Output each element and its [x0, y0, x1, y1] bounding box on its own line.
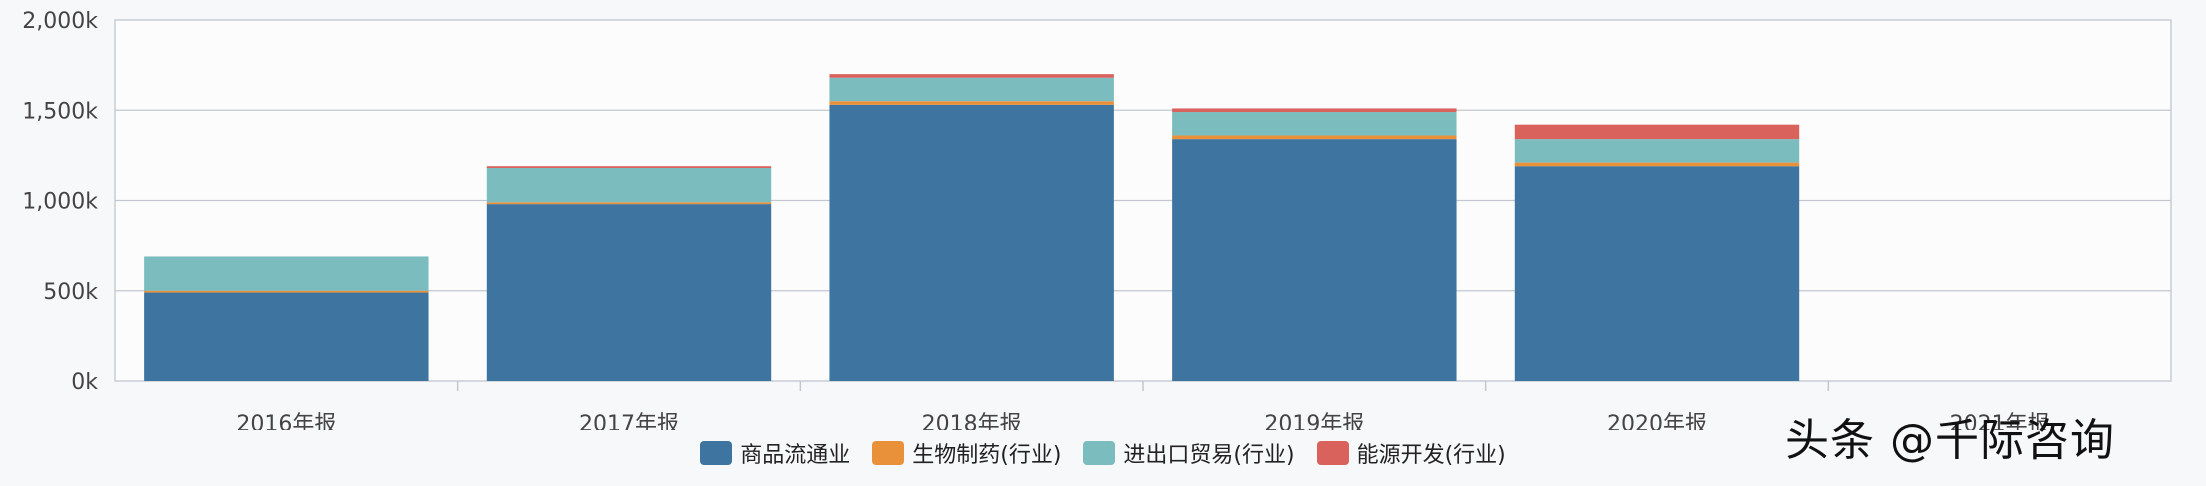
legend-item[interactable]: 生物制药(行业): [872, 437, 1061, 469]
bar-segment: [1514, 139, 1800, 163]
legend-label: 能源开发(行业): [1356, 443, 1506, 468]
legend: 商品流通业 生物制药(行业) 进出口贸易(行业) 能源开发(行业): [0, 437, 2206, 469]
legend-swatch: [700, 441, 733, 465]
bar-segment: [1172, 112, 1457, 136]
bar-segment: [829, 77, 1114, 102]
bar-segment: [486, 202, 772, 205]
bar-segment: [144, 290, 429, 293]
x-tick-label: 2020年报: [1607, 412, 1707, 430]
y-tick-label: 1,000k: [22, 190, 98, 215]
x-tick-label: 2021年报: [1950, 412, 2050, 430]
bar-segment: [1514, 166, 1800, 381]
x-tick-label: 2019年报: [1264, 412, 1364, 430]
bar-segment: [829, 101, 1114, 105]
bar-segment: [829, 104, 1114, 382]
bar-segment: [1514, 124, 1800, 140]
y-tick-label: 500k: [43, 280, 98, 305]
x-tick-label: 2017年报: [579, 412, 679, 430]
bar-segment: [144, 256, 429, 291]
bar-segment: [144, 292, 429, 381]
stacked-bar-chart: 0k 500k 1,000k 1,500k 2,000k 2016年报 2017年报 2018…: [22, 9, 2172, 430]
y-tick-label: 0k: [71, 370, 98, 395]
legend-label: 商品流通业: [740, 443, 851, 468]
x-tick-label: 2018年报: [922, 412, 1022, 430]
x-tick-label: 2016年报: [236, 412, 336, 430]
legend-item[interactable]: 商品流通业: [700, 437, 850, 469]
bar-segment: [486, 166, 772, 169]
bar-segment: [1172, 108, 1457, 113]
bar-segment: [829, 74, 1114, 78]
y-tick-label: 2,000k: [22, 9, 98, 34]
bar-segment: [486, 168, 772, 203]
legend-swatch: [872, 441, 905, 465]
y-tick-label: 1,500k: [22, 99, 98, 124]
watermark: 头条 @千际咨询: [1785, 415, 2115, 466]
bar-segment: [1172, 135, 1457, 140]
bar-segment: [1514, 162, 1800, 167]
bar-segment: [486, 204, 772, 381]
legend-label: 生物制药(行业): [912, 443, 1062, 468]
legend-swatch: [1083, 441, 1116, 465]
legend-label: 进出口贸易(行业): [1123, 443, 1295, 468]
legend-swatch: [1316, 441, 1349, 465]
bar-segment: [1172, 139, 1457, 381]
legend-item[interactable]: 进出口贸易(行业): [1083, 437, 1295, 469]
legend-item[interactable]: 能源开发(行业): [1316, 437, 1506, 469]
